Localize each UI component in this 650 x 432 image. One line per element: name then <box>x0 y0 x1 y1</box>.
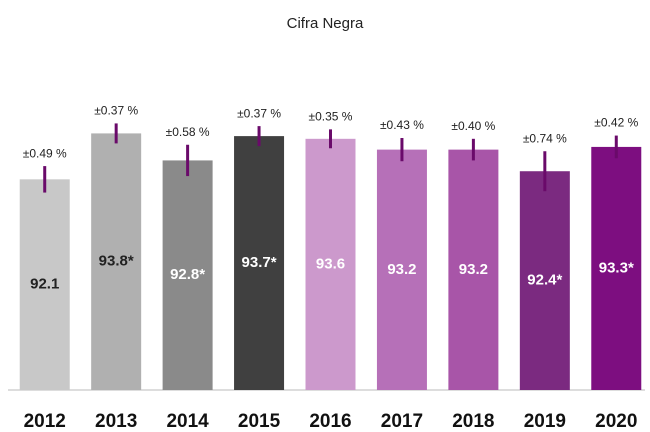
x-tick-label: 2017 <box>381 411 423 432</box>
value-label: 93.2 <box>387 261 416 278</box>
value-label: 92.1 <box>30 276 59 293</box>
value-label: 92.8* <box>170 266 205 283</box>
bar <box>234 136 285 390</box>
error-label: ±0.42 % <box>594 116 638 130</box>
error-label: ±0.58 % <box>166 125 210 139</box>
value-label: 93.7* <box>242 254 277 271</box>
x-tick-label: 2020 <box>595 411 637 432</box>
x-tick-label: 2014 <box>166 411 209 432</box>
x-tick-label: 2015 <box>238 411 281 432</box>
error-label: ±0.35 % <box>309 110 353 124</box>
bar <box>19 179 70 390</box>
error-label: ±0.37 % <box>237 106 281 120</box>
error-label: ±0.40 % <box>451 119 495 133</box>
chart-title: Cifra Negra <box>287 15 364 32</box>
bar <box>448 149 499 390</box>
error-label: ±0.74 % <box>523 131 567 145</box>
bar <box>162 160 213 390</box>
error-label: ±0.49 % <box>23 146 67 160</box>
value-label: 93.8* <box>99 253 134 270</box>
x-tick-label: 2012 <box>24 411 66 432</box>
value-label: 93.3* <box>599 259 634 276</box>
value-label: 92.4* <box>527 272 562 289</box>
x-tick-label: 2018 <box>452 411 494 432</box>
bar <box>591 146 642 390</box>
error-label: ±0.37 % <box>94 104 138 118</box>
bar <box>91 133 142 391</box>
bar <box>376 149 427 390</box>
value-label: 93.6 <box>316 255 345 272</box>
value-label: 93.2 <box>459 261 488 278</box>
error-label: ±0.43 % <box>380 118 424 132</box>
x-tick-label: 2013 <box>95 411 137 432</box>
bar <box>305 138 356 390</box>
x-tick-label: 2019 <box>524 411 566 432</box>
x-tick-label: 2016 <box>309 411 351 432</box>
bar <box>519 171 570 390</box>
